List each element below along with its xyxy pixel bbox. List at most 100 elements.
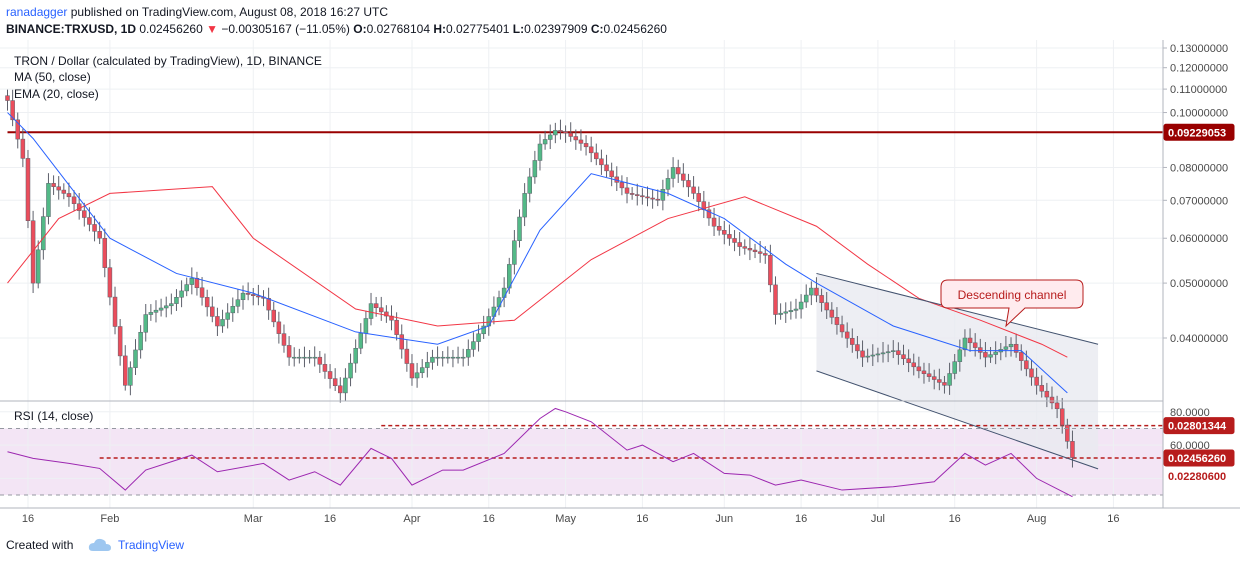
candle-up xyxy=(174,297,179,304)
candle-down xyxy=(563,131,568,134)
candle-up xyxy=(240,292,246,300)
x-tick-label: 16 xyxy=(324,513,336,525)
candle-up xyxy=(297,356,302,359)
candle-down xyxy=(1070,441,1075,458)
candle-down xyxy=(404,348,410,364)
chart-header: ranadagger published on TradingView.com,… xyxy=(0,0,1240,40)
ma-line xyxy=(7,186,1068,358)
candle-up xyxy=(163,305,169,309)
candle-up xyxy=(865,355,870,358)
candle-down xyxy=(901,354,906,359)
candle-down xyxy=(92,224,97,232)
candle-up xyxy=(169,303,174,307)
publish-line: ranadagger published on TradingView.com,… xyxy=(6,5,388,19)
candle-up xyxy=(419,367,425,374)
y-axis[interactable]: 0.13000000 0.12000000 0.11000000 0.10000000… xyxy=(1163,43,1228,345)
candle-up xyxy=(455,356,461,359)
price-chart[interactable]: 0.13000000 0.12000000 0.11000000 0.10000000… xyxy=(0,38,1240,530)
price-label[interactable]: 0.02456260 xyxy=(1163,449,1235,467)
candle-down xyxy=(896,350,901,355)
candle-down xyxy=(30,220,36,284)
price-label-bg xyxy=(1164,468,1234,485)
candle-down xyxy=(604,164,609,172)
y-tick-label: 0.07000000 xyxy=(1170,195,1228,207)
candle-down xyxy=(61,189,67,194)
candle-down xyxy=(850,337,855,345)
candle-down xyxy=(763,253,768,256)
candle-up xyxy=(220,319,225,327)
candle-down xyxy=(675,167,681,175)
tradingview-link[interactable]: TradingView xyxy=(118,538,185,552)
candle-up xyxy=(793,308,799,311)
candle-down xyxy=(51,183,56,187)
price-label[interactable]: 0.02280600 xyxy=(1164,468,1234,485)
candle-down xyxy=(906,358,911,364)
candle-down xyxy=(727,234,732,239)
footer: Created with TradingView xyxy=(0,530,1240,562)
candle-up xyxy=(46,183,51,217)
candle-down xyxy=(1019,352,1024,361)
x-tick-label: 16 xyxy=(22,513,34,525)
channel-upper-line[interactable] xyxy=(816,272,1099,345)
candle-up xyxy=(788,310,794,313)
price-label[interactable]: 0.02801344 xyxy=(1163,417,1235,435)
x-tick-label: 16 xyxy=(636,513,648,525)
author-link[interactable]: ranadagger xyxy=(6,5,68,19)
candle-up xyxy=(553,130,558,136)
candle-up xyxy=(962,337,968,351)
candle-down xyxy=(276,321,282,334)
candle-down xyxy=(384,311,389,317)
candle-up xyxy=(1003,346,1009,350)
high-label: H: xyxy=(433,22,447,36)
rsi-levels xyxy=(0,427,1163,496)
close-value: 0.02456260 xyxy=(603,22,667,36)
candle-up xyxy=(158,307,164,311)
candle-down xyxy=(317,356,323,365)
publish-info: published on TradingView.com, August 08,… xyxy=(70,5,389,19)
candle-down xyxy=(768,254,773,286)
low-label: L: xyxy=(512,22,525,36)
candle-down xyxy=(322,364,328,372)
candle-down xyxy=(568,132,573,137)
candle-up xyxy=(798,301,804,310)
candle-down xyxy=(82,210,87,218)
chart-title: TRON / Dollar (calculated by TradingView… xyxy=(14,54,322,68)
price-label[interactable]: 0.09229053 xyxy=(1163,123,1235,141)
low-value: 0.02397909 xyxy=(524,22,588,36)
candle-down xyxy=(599,158,604,166)
candle-down xyxy=(686,180,691,188)
tradingview-cloud-icon xyxy=(88,538,111,551)
candle-down xyxy=(773,284,778,315)
candle-up xyxy=(891,350,896,352)
candle-up xyxy=(522,193,527,218)
candle-down xyxy=(844,331,850,339)
candle-up xyxy=(450,356,456,359)
candle-up xyxy=(501,287,507,298)
candle-down xyxy=(691,186,696,194)
candle-down xyxy=(732,238,737,243)
channel-lower-line[interactable] xyxy=(816,370,1099,470)
candle-up xyxy=(225,312,230,320)
candle-down xyxy=(215,316,220,327)
candle-down xyxy=(645,196,650,199)
candle-down xyxy=(972,342,978,348)
x-axis[interactable]: 16 Feb Mar 16 Apr 16 May 16 Jun 16 Jul 16 Aug 16 xyxy=(22,513,1120,525)
candle-down xyxy=(706,209,712,219)
candle-up xyxy=(466,349,471,358)
y-tick-label: 0.13000000 xyxy=(1170,43,1228,55)
candle-down xyxy=(716,225,722,231)
candle-up xyxy=(491,306,497,317)
ema-legend: EMA (20, close) xyxy=(14,87,99,101)
candle-up xyxy=(184,284,189,292)
down-arrow-icon: ▼ xyxy=(206,22,218,36)
candle-up xyxy=(460,356,466,359)
ma-legend: MA (50, close) xyxy=(14,70,91,84)
candle-up xyxy=(138,331,143,351)
candle-up xyxy=(440,356,445,359)
candle-up xyxy=(153,309,159,313)
x-tick-label: Feb xyxy=(100,513,119,525)
candle-up xyxy=(368,303,374,319)
callout[interactable]: Descending channel xyxy=(940,279,1084,328)
candle-down xyxy=(911,362,916,368)
ema-line xyxy=(7,112,1068,394)
